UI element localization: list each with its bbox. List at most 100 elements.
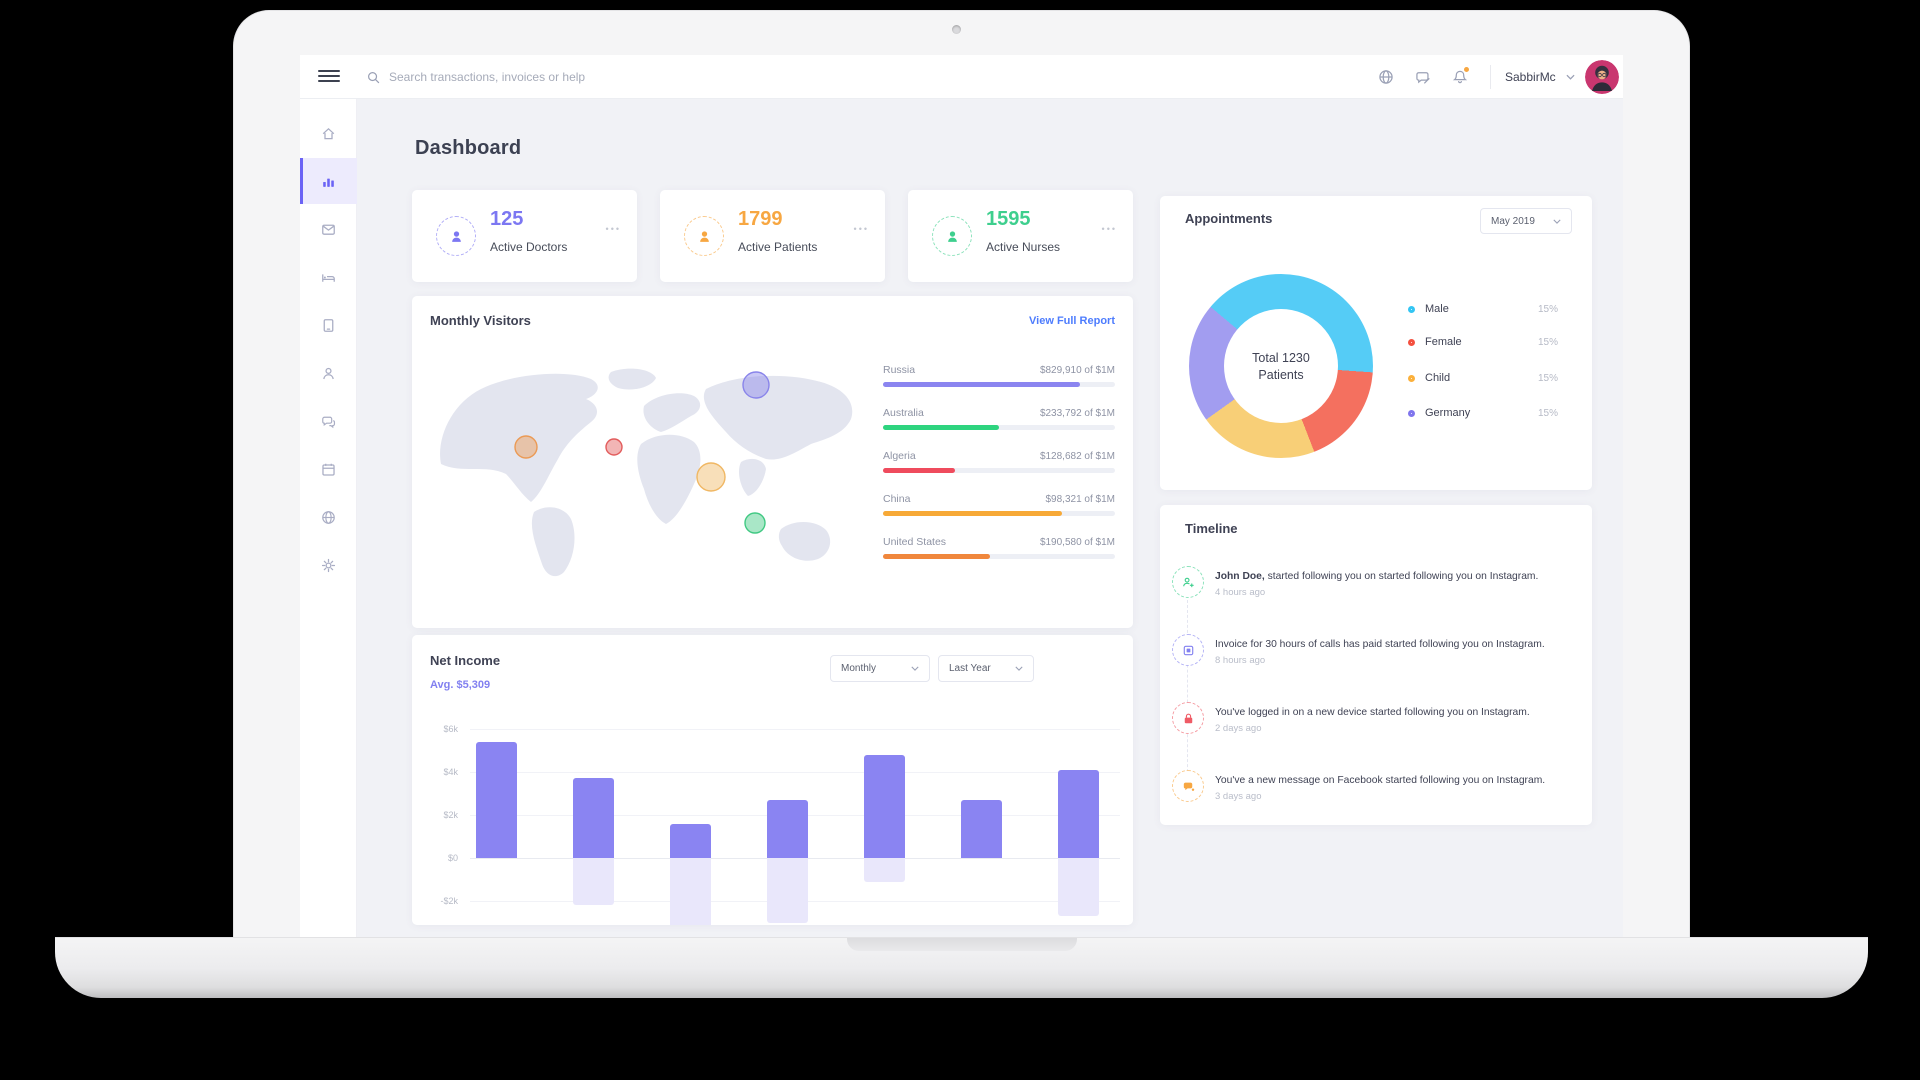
legend-label: Germany <box>1425 407 1471 419</box>
user-name: SabbirMc <box>1505 70 1556 84</box>
map-marker-china <box>696 462 726 492</box>
view-full-report-link[interactable]: View Full Report <box>1029 315 1115 327</box>
sidebar-item-chat[interactable] <box>300 398 357 444</box>
timeline-item-text: You've a new message on Facebook started… <box>1215 775 1546 786</box>
country-name: China <box>883 493 911 505</box>
card-menu-dots[interactable]: ••• <box>1101 224 1117 234</box>
y-axis-tick: $6k <box>443 724 458 734</box>
laptop-frame: SabbirMc <box>233 10 1690 937</box>
month-dropdown-value: May 2019 <box>1491 215 1535 227</box>
month-dropdown[interactable]: May 2019 <box>1480 208 1572 234</box>
sidebar-item-hospital[interactable] <box>300 254 357 300</box>
chevron-down-icon <box>1553 219 1561 224</box>
donut-center: Total 1230 Patients <box>1224 309 1338 423</box>
interval-dropdown-value: Monthly <box>841 663 877 674</box>
progress-track <box>883 511 1115 516</box>
progress-track <box>883 554 1115 559</box>
legend-female: Female 15% <box>1408 333 1558 351</box>
timeline-actor: John Doe, <box>1215 571 1265 582</box>
sidebar-item-globe[interactable] <box>300 494 357 540</box>
progress-track <box>883 468 1115 473</box>
doctor-icon <box>436 216 476 256</box>
app-screen: SabbirMc <box>300 55 1623 937</box>
mail-icon <box>322 224 335 235</box>
hamburger-menu-icon[interactable] <box>318 70 340 84</box>
hospital-bed-icon <box>322 273 335 282</box>
map-marker-united-states <box>514 435 538 459</box>
sidebar-item-patients[interactable] <box>300 350 357 396</box>
user-menu[interactable]: SabbirMc <box>1505 55 1619 99</box>
y-axis-tick: $0 <box>447 853 458 863</box>
net-income-panel: Net Income Avg. $5,309 Monthly Last Year… <box>412 635 1133 925</box>
legend-label: Female <box>1425 336 1462 348</box>
range-dropdown-value: Last Year <box>949 663 991 674</box>
sidebar-item-calendar[interactable] <box>300 446 357 492</box>
chat-icon <box>322 416 336 428</box>
appointments-title: Appointments <box>1185 211 1273 226</box>
y-axis-tick: -$2k <box>440 896 458 906</box>
page-title: Dashboard <box>415 137 522 159</box>
avatar[interactable] <box>1584 60 1619 94</box>
legend-label: Child <box>1425 372 1451 384</box>
stat-value: 125 <box>490 208 524 230</box>
progress-track <box>883 382 1115 387</box>
timeline-item-text: John Doe, started following you on start… <box>1215 571 1539 582</box>
country-value: $233,792 of $1M <box>1039 408 1115 419</box>
timeline-title: Timeline <box>1185 521 1238 536</box>
monthly-visitors-panel: Monthly Visitors View Full Report Russia <box>412 296 1133 628</box>
laptop-base-notch <box>846 938 1077 951</box>
timeline-item-text: You've logged in on a new device started… <box>1215 707 1530 718</box>
y-axis-tick: $4k <box>443 767 458 777</box>
net-income-bar <box>863 754 905 858</box>
country-row-united-states: United States $190,580 of $1M <box>883 536 1115 576</box>
legend-percent: 15% <box>1537 336 1558 348</box>
range-dropdown[interactable]: Last Year <box>938 655 1034 682</box>
legend-child: Child 15% <box>1408 369 1558 387</box>
country-row-algeria: Algeria $128,682 of $1M <box>883 450 1115 490</box>
stat-label: Active Nurses <box>986 240 1061 254</box>
sidebar-item-home[interactable] <box>300 110 357 156</box>
net-income-average: Avg. $5,309 <box>430 679 491 691</box>
search-input[interactable] <box>389 70 829 84</box>
sidebar-item-records[interactable] <box>300 302 357 348</box>
notifications-bell[interactable] <box>1451 66 1470 86</box>
sidebar-item-settings[interactable] <box>300 542 357 588</box>
net-income-title: Net Income <box>430 653 501 668</box>
topbar: SabbirMc <box>300 55 1623 99</box>
invoice-icon <box>1172 634 1204 666</box>
progress-track <box>883 425 1115 430</box>
stat-value: 1595 <box>986 208 1031 230</box>
country-row-china: China $98,321 of $1M <box>883 493 1115 533</box>
country-value: $829,910 of $1M <box>1039 365 1115 376</box>
messages-icon[interactable] <box>1414 68 1432 86</box>
net-income-bar-negative <box>766 858 808 923</box>
gridline <box>470 772 1120 773</box>
topbar-divider <box>1490 65 1491 89</box>
country-name: Australia <box>883 407 924 419</box>
map-marker-russia <box>742 371 770 399</box>
sidebar <box>300 99 357 937</box>
notification-badge <box>1463 66 1470 73</box>
card-menu-dots[interactable]: ••• <box>853 224 869 234</box>
bar-chart-icon <box>323 178 334 187</box>
progress-fill <box>883 382 1081 387</box>
interval-dropdown[interactable]: Monthly <box>830 655 930 682</box>
sidebar-item-dashboard[interactable] <box>300 158 357 204</box>
legend-male: Male 15% <box>1408 300 1558 318</box>
world-map <box>440 368 853 577</box>
progress-fill <box>883 511 1062 516</box>
sidebar-item-mail[interactable] <box>300 206 357 252</box>
map-marker-algeria <box>605 438 623 456</box>
search-bar[interactable] <box>366 65 866 89</box>
gear-icon <box>321 558 336 572</box>
legend-percent: 15% <box>1537 407 1558 419</box>
card-menu-dots[interactable]: ••• <box>605 224 621 234</box>
monthly-visitors-title: Monthly Visitors <box>430 313 531 328</box>
net-income-bar <box>766 799 808 858</box>
legend-ring <box>1408 409 1415 417</box>
net-income-bar <box>1057 769 1099 858</box>
globe-icon[interactable] <box>1377 68 1395 86</box>
timeline-panel: Timeline John Doe, started following you… <box>1160 505 1592 825</box>
timeline-item-time: 2 days ago <box>1215 723 1262 734</box>
stat-value: 1799 <box>738 208 783 230</box>
